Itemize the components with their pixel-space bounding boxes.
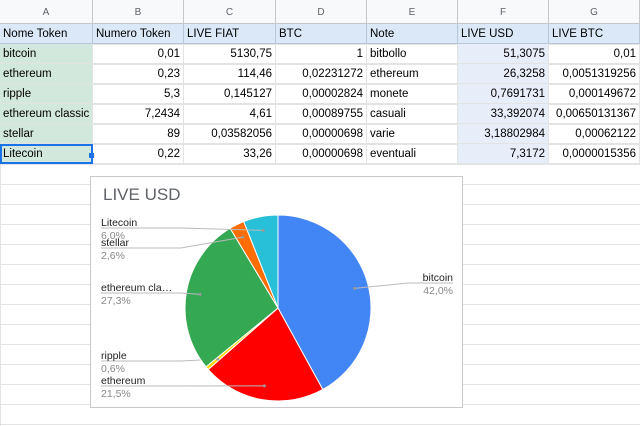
header-cell[interactable]: Note xyxy=(367,24,458,44)
table-cell[interactable]: 33,392074 xyxy=(458,104,549,124)
table-cell[interactable]: 0,7691731 xyxy=(458,84,549,104)
header-cell[interactable]: Nome Token xyxy=(0,24,93,44)
column-header-f[interactable]: F xyxy=(458,0,549,23)
header-cell[interactable]: LIVE USD xyxy=(458,24,549,44)
header-cell[interactable]: Numero Token xyxy=(93,24,184,44)
slice-percent-label: 6,0% xyxy=(101,230,125,242)
table-cell[interactable]: casuali xyxy=(367,104,458,124)
table-cell[interactable]: 0,23 xyxy=(93,64,184,84)
table-cell[interactable]: ripple xyxy=(0,84,93,104)
pie-slice-ethereum[interactable] xyxy=(207,307,324,402)
pie-slice-bitcoin[interactable] xyxy=(277,214,372,391)
slice-label: ethereum cla… xyxy=(101,282,172,294)
slice-label: stellar xyxy=(101,237,130,249)
table-cell[interactable]: 0,00002824 xyxy=(276,84,367,104)
slice-percent-label: 2,6% xyxy=(101,250,125,262)
table-cell[interactable]: 3,18802984 xyxy=(458,124,549,144)
slice-percent-label: 0,6% xyxy=(101,363,125,375)
column-header-e[interactable]: E xyxy=(367,0,458,23)
table-cell[interactable]: 0,145127 xyxy=(184,84,276,104)
table-cell[interactable]: 0,000149672 xyxy=(549,84,640,104)
leader-line xyxy=(101,227,264,231)
table-row: ethereum classic 7,2434 4,61 0,00089755 casu… xyxy=(0,104,640,124)
leader-dot xyxy=(261,228,265,232)
slice-label: bitcoin xyxy=(423,272,454,284)
chart-title: LIVE USD xyxy=(103,185,181,204)
table-cell[interactable]: bitcoin xyxy=(0,44,93,64)
column-header-d[interactable]: D xyxy=(276,0,367,23)
leader-dot xyxy=(198,292,202,296)
table-cell[interactable]: 0,01 xyxy=(93,44,184,64)
table-cell[interactable]: 0,00089755 xyxy=(276,104,367,124)
table-cell[interactable]: 114,46 xyxy=(184,64,276,84)
column-header-c[interactable]: C xyxy=(184,0,276,23)
table-cell[interactable]: 5,3 xyxy=(93,84,184,104)
table-cell[interactable]: monete xyxy=(367,84,458,104)
table-cell[interactable]: bitbollo xyxy=(367,44,458,64)
table-row: bitcoin 0,01 5130,75 1 bitbollo 51,3075 0,01 xyxy=(0,44,640,64)
table-cell[interactable]: ethereum classic xyxy=(0,104,93,124)
leader-line xyxy=(354,282,453,289)
table-cell[interactable]: 0,00000698 xyxy=(276,124,367,144)
table-cell[interactable]: 0,00000698 xyxy=(276,144,367,164)
table-cell[interactable]: eventuali xyxy=(367,144,458,164)
table-cell[interactable]: varie xyxy=(367,124,458,144)
leader-dot xyxy=(241,235,245,239)
table-row: ripple 5,3 0,145127 0,00002824 monete 0,76917… xyxy=(0,84,640,104)
selected-cell[interactable]: Litecoin xyxy=(0,144,93,164)
slice-percent-label: 42,0% xyxy=(423,285,453,297)
table-cell[interactable]: ethereum xyxy=(0,64,93,84)
table-cell[interactable]: 1 xyxy=(276,44,367,64)
table-cell[interactable]: 89 xyxy=(93,124,184,144)
pie-slice-litecoin[interactable] xyxy=(243,214,279,309)
table-cell[interactable]: 7,3172 xyxy=(458,144,549,164)
table-cell[interactable]: 0,00650131367 xyxy=(549,104,640,124)
slice-percent-label: 21,5% xyxy=(101,388,131,400)
table-header-row: Nome Token Numero Token LIVE FIAT BTC No… xyxy=(0,24,640,44)
table-row: Litecoin 0,22 33,26 0,00000698 eventuali 7,31… xyxy=(0,144,640,164)
column-header-b[interactable]: B xyxy=(93,0,184,23)
table-row: ethereum 0,23 114,46 0,02231272 ethereum 26,3… xyxy=(0,64,640,84)
leader-dot xyxy=(353,286,357,290)
column-header-g[interactable]: G xyxy=(549,0,640,23)
table-cell[interactable]: stellar xyxy=(0,124,93,144)
table-cell[interactable]: 0,01 xyxy=(549,44,640,64)
table-cell[interactable]: 0,00062122 xyxy=(549,124,640,144)
table-cell[interactable]: 0,03582056 xyxy=(184,124,276,144)
table-cell[interactable]: ethereum xyxy=(367,64,458,84)
header-cell[interactable]: LIVE FIAT xyxy=(184,24,276,44)
table-cell[interactable]: 0,0000015356 xyxy=(549,144,640,164)
leader-line xyxy=(101,292,201,295)
column-header-a[interactable]: A xyxy=(0,0,93,23)
slice-label: Litecoin xyxy=(101,217,137,229)
table-cell[interactable]: 0,0051319256 xyxy=(549,64,640,84)
leader-line xyxy=(101,236,244,249)
table-cell[interactable]: 5130,75 xyxy=(184,44,276,64)
slice-percent-label: 27,3% xyxy=(101,295,131,307)
pie-slice-ethereum-cla[interactable] xyxy=(184,227,279,368)
table-cell[interactable]: 0,02231272 xyxy=(276,64,367,84)
table-row: stellar 89 0,03582056 0,00000698 varie 3,1880… xyxy=(0,124,640,144)
table-cell[interactable]: 0,22 xyxy=(93,144,184,164)
table-cell[interactable]: 51,3075 xyxy=(458,44,549,64)
table-cell[interactable]: 33,26 xyxy=(184,144,276,164)
leader-dot xyxy=(262,384,266,388)
table-cell[interactable]: 7,2434 xyxy=(93,104,184,124)
column-header-row: A B C D E F G xyxy=(0,0,640,24)
table-cell[interactable]: 4,61 xyxy=(184,104,276,124)
header-cell[interactable]: BTC xyxy=(276,24,367,44)
slice-label: ethereum xyxy=(101,375,146,387)
pie-chart[interactable]: LIVE USD bitcoin 42,0% ethereum 21,5% ripple… xyxy=(90,176,463,408)
table-cell[interactable]: 26,3258 xyxy=(458,64,549,84)
header-cell[interactable]: LIVE BTC xyxy=(549,24,640,44)
slice-label: ripple xyxy=(101,350,127,362)
selection-handle[interactable] xyxy=(89,153,94,158)
